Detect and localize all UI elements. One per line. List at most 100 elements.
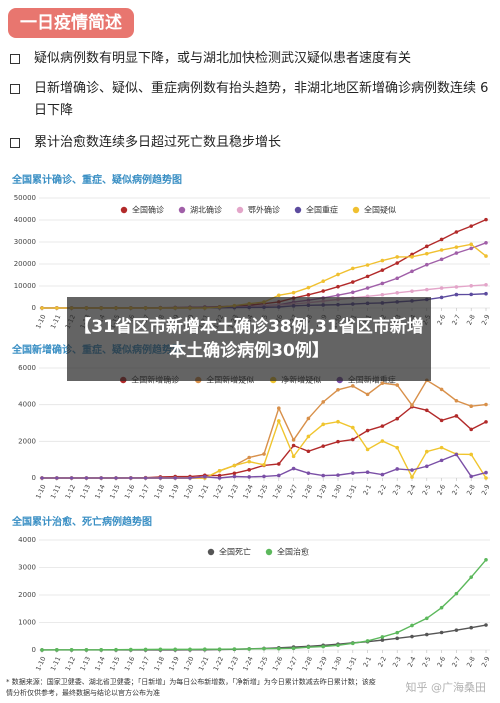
y-tick-label: 0: [32, 474, 36, 482]
x-tick-label: 1-23: [227, 655, 240, 672]
data-point: [291, 466, 296, 471]
data-point: [380, 381, 385, 385]
data-point: [291, 438, 296, 442]
x-tick-label: 2-1: [361, 483, 373, 496]
x-tick-label: 2-6: [435, 655, 447, 668]
data-point: [40, 648, 44, 652]
data-point: [469, 427, 474, 432]
data-point: [439, 248, 444, 252]
x-tick-label: 2-9: [480, 655, 492, 668]
x-tick-label: 1-17: [138, 483, 151, 500]
x-tick-label: 1-26: [271, 483, 284, 500]
data-point: [114, 647, 118, 652]
data-point: [291, 646, 296, 651]
series-line: [42, 405, 487, 479]
data-point: [365, 639, 370, 643]
data-point: [336, 643, 340, 648]
x-tick-label: 2-3: [391, 655, 403, 668]
data-point: [173, 476, 177, 480]
x-tick-label: 2-5: [421, 483, 433, 496]
y-tick-label: 4000: [18, 401, 36, 409]
data-point: [469, 242, 474, 247]
data-point: [439, 237, 444, 242]
x-tick-label: 1-18: [153, 655, 166, 672]
data-point: [469, 224, 474, 228]
data-point: [351, 290, 355, 295]
data-point: [188, 647, 192, 652]
x-tick-label: 2-6: [435, 313, 447, 326]
data-point: [277, 462, 281, 466]
data-point: [439, 286, 444, 290]
x-tick-label: 1-21: [197, 483, 210, 500]
data-point: [351, 437, 355, 442]
x-tick-label: 1-22: [212, 483, 225, 500]
bullet-text: 日新增确诊、疑似、重症病例数有抬头趋势，非湖北地区新增确诊病例数连续 6 日下降: [34, 81, 489, 118]
data-point: [484, 476, 488, 480]
data-point: [351, 471, 355, 475]
data-point: [395, 416, 400, 421]
data-point: [262, 474, 266, 479]
data-point: [454, 414, 459, 418]
data-point: [365, 274, 370, 279]
x-tick-label: 2-7: [450, 483, 462, 496]
data-point: [380, 258, 385, 263]
data-point: [454, 292, 459, 297]
data-point: [380, 635, 385, 639]
data-point: [410, 403, 414, 407]
data-point: [439, 445, 444, 450]
x-tick-label: 2-4: [406, 483, 418, 496]
data-point: [203, 647, 207, 652]
data-point: [410, 468, 414, 472]
data-point: [55, 476, 59, 480]
x-tick-label: 1-13: [79, 483, 92, 500]
data-point: [336, 439, 340, 444]
data-point: [188, 476, 192, 480]
data-point: [84, 476, 89, 480]
data-point: [306, 434, 311, 439]
data-point: [425, 464, 429, 469]
data-point: [321, 644, 326, 649]
data-point: [306, 293, 311, 297]
data-point: [425, 287, 429, 292]
x-tick-label: 1-25: [256, 655, 269, 672]
y-tick-label: 50000: [14, 194, 36, 202]
legend-marker: [236, 206, 244, 214]
x-tick-label: 2-2: [376, 655, 388, 668]
legend-label: 鄂外确诊: [248, 205, 280, 215]
x-tick-label: 1-15: [108, 483, 121, 500]
x-tick-label: 2-8: [465, 655, 477, 668]
data-point: [395, 276, 400, 281]
x-tick-label: 1-11: [49, 483, 62, 500]
data-point: [469, 283, 474, 288]
y-tick-label: 3000: [18, 564, 36, 572]
data-point: [291, 454, 296, 459]
data-point: [40, 476, 44, 480]
data-point: [454, 230, 459, 234]
data-point: [395, 636, 400, 641]
data-point: [336, 387, 340, 392]
footer: * 数据来源：国家卫健委、湖北省卫健委；「日新增」为每日公布新增数，「净新增」为…: [6, 677, 496, 699]
legend-marker: [265, 548, 273, 556]
x-tick-label: 1-10: [34, 655, 47, 672]
y-tick-label: 30000: [14, 238, 36, 246]
data-point: [395, 261, 400, 265]
data-point: [395, 445, 400, 450]
data-point: [84, 648, 89, 652]
data-point: [454, 398, 459, 403]
data-point: [321, 279, 326, 284]
series-line: [41, 559, 487, 651]
data-point: [69, 648, 74, 652]
data-point: [306, 416, 311, 421]
data-point: [247, 647, 251, 651]
data-point: [484, 217, 488, 222]
legend-label: 全国死亡: [219, 547, 251, 557]
x-tick-label: 1-22: [212, 655, 225, 672]
x-tick-label: 1-28: [301, 483, 314, 500]
data-point: [484, 291, 488, 296]
data-point: [410, 255, 414, 259]
watermark: 知乎 @广海桑田: [405, 681, 487, 694]
legend-marker: [120, 206, 128, 214]
data-point: [336, 293, 340, 298]
x-tick-label: 2-9: [480, 313, 492, 326]
data-point: [484, 241, 488, 245]
